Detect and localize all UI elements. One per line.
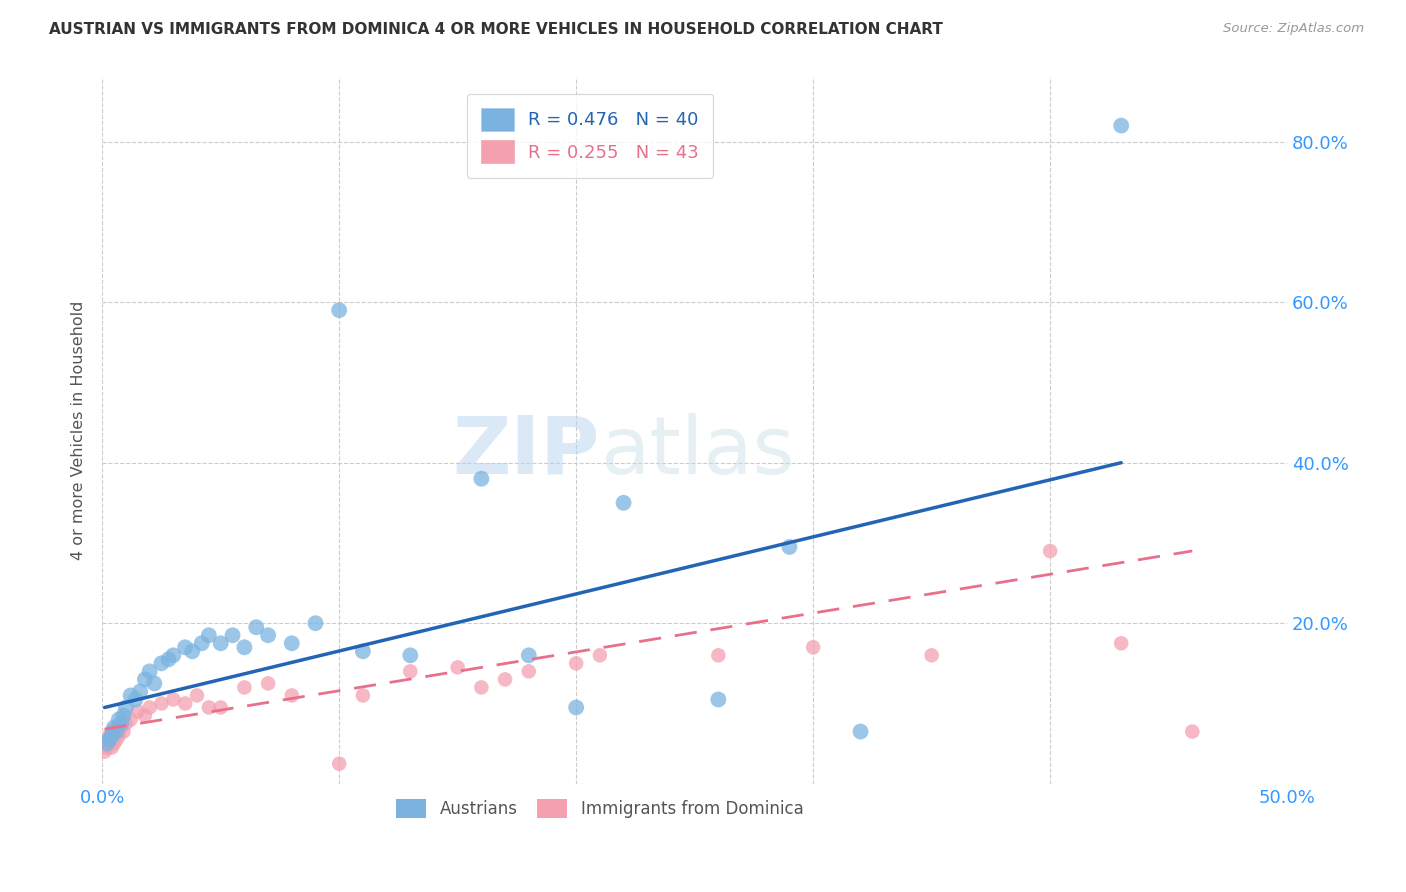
Point	[150, 657, 173, 671]
Point	[103, 737, 125, 751]
Point	[565, 700, 588, 714]
Point	[1109, 636, 1132, 650]
Point	[93, 745, 115, 759]
Point	[209, 636, 232, 650]
Legend: Austrians, Immigrants from Dominica: Austrians, Immigrants from Dominica	[389, 792, 810, 825]
Point	[174, 640, 197, 655]
Point	[162, 692, 184, 706]
Point	[138, 700, 160, 714]
Point	[1181, 724, 1204, 739]
Point	[470, 681, 492, 695]
Point	[281, 689, 304, 703]
Point	[162, 648, 184, 663]
Point	[257, 676, 280, 690]
Point	[127, 705, 149, 719]
Point	[328, 756, 350, 771]
Point	[124, 692, 146, 706]
Point	[198, 700, 221, 714]
Point	[110, 721, 132, 735]
Point	[112, 724, 135, 739]
Point	[1039, 544, 1062, 558]
Point	[174, 697, 197, 711]
Point	[107, 729, 129, 743]
Point	[143, 676, 166, 690]
Point	[209, 700, 232, 714]
Point	[107, 713, 129, 727]
Point	[120, 713, 142, 727]
Point	[221, 628, 243, 642]
Point	[801, 640, 824, 655]
Point	[245, 620, 267, 634]
Point	[134, 708, 156, 723]
Point	[849, 724, 872, 739]
Text: ZIP: ZIP	[453, 413, 600, 491]
Point	[352, 689, 374, 703]
Point	[612, 496, 634, 510]
Point	[98, 732, 121, 747]
Point	[96, 737, 118, 751]
Point	[304, 616, 326, 631]
Point	[1109, 119, 1132, 133]
Point	[198, 628, 221, 642]
Point	[517, 648, 540, 663]
Point	[129, 684, 152, 698]
Y-axis label: 4 or more Vehicles in Household: 4 or more Vehicles in Household	[72, 301, 86, 560]
Point	[233, 681, 256, 695]
Point	[565, 657, 588, 671]
Point	[494, 673, 516, 687]
Point	[257, 628, 280, 642]
Point	[233, 640, 256, 655]
Point	[120, 689, 142, 703]
Point	[281, 636, 304, 650]
Point	[328, 303, 350, 318]
Point	[399, 665, 422, 679]
Point	[115, 716, 138, 731]
Point	[98, 729, 121, 743]
Point	[447, 660, 470, 674]
Point	[399, 648, 422, 663]
Point	[470, 472, 492, 486]
Point	[778, 540, 800, 554]
Point	[105, 732, 128, 747]
Point	[181, 644, 204, 658]
Point	[157, 652, 180, 666]
Point	[138, 665, 160, 679]
Point	[103, 721, 125, 735]
Point	[115, 700, 138, 714]
Point	[589, 648, 612, 663]
Point	[190, 636, 212, 650]
Point	[112, 708, 135, 723]
Point	[98, 732, 121, 747]
Point	[352, 644, 374, 658]
Text: AUSTRIAN VS IMMIGRANTS FROM DOMINICA 4 OR MORE VEHICLES IN HOUSEHOLD CORRELATION: AUSTRIAN VS IMMIGRANTS FROM DOMINICA 4 O…	[49, 22, 943, 37]
Point	[103, 729, 125, 743]
Text: Source: ZipAtlas.com: Source: ZipAtlas.com	[1223, 22, 1364, 36]
Point	[134, 673, 156, 687]
Point	[150, 697, 173, 711]
Point	[96, 737, 118, 751]
Point	[105, 724, 128, 739]
Point	[921, 648, 943, 663]
Point	[100, 729, 122, 743]
Point	[517, 665, 540, 679]
Point	[100, 724, 122, 739]
Point	[186, 689, 208, 703]
Point	[110, 716, 132, 731]
Point	[707, 692, 730, 706]
Point	[707, 648, 730, 663]
Point	[105, 721, 128, 735]
Text: atlas: atlas	[600, 413, 794, 491]
Point	[100, 740, 122, 755]
Point	[96, 740, 118, 755]
